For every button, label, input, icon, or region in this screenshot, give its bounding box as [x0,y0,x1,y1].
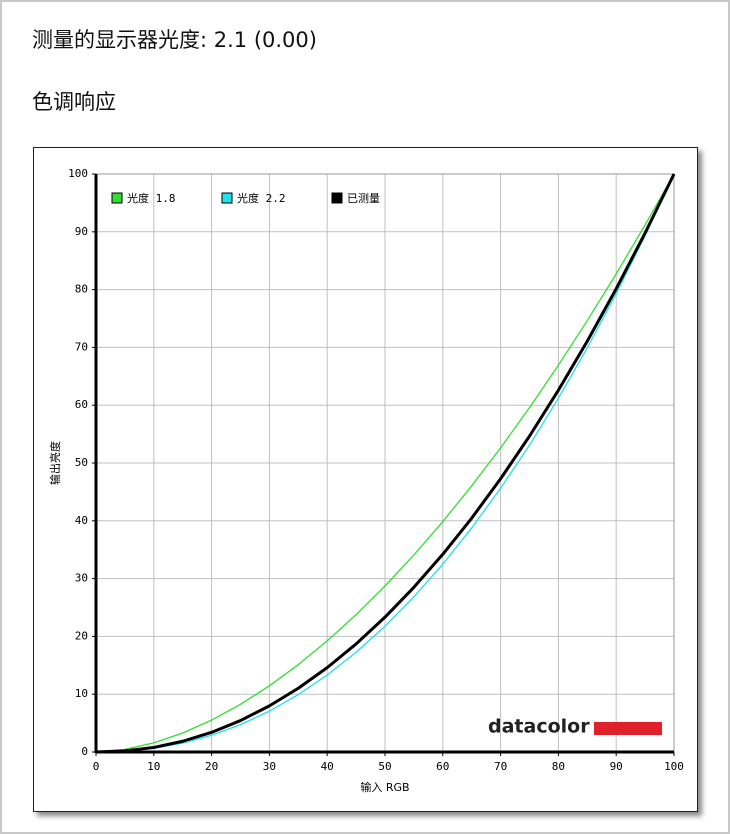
chart-panel: 0 10 20 30 40 50 60 70 80 90 100 0 10 20 30 40 50 60 70 80 9… [33,147,698,812]
legend-label: 已测量 [347,192,380,205]
logo: datacolor [488,716,590,738]
legend-swatch [331,192,343,204]
x-axis-label: 输入 RGB [360,780,409,794]
x-tick-label: 100 [664,760,684,773]
y-tick-label: 20 [75,629,88,642]
x-tick-label: 30 [263,760,276,773]
y-tick-label: 0 [81,745,88,758]
legend-swatch [111,192,123,204]
y-tick-label: 40 [75,514,88,527]
y-tick-label: 10 [75,687,88,700]
x-tick-label: 80 [552,760,565,773]
y-axis-label: 输出亮度 [48,441,62,485]
x-tick-label: 50 [378,760,391,773]
series-line [95,173,675,753]
series-line [95,173,675,753]
legend-label: 光度 2.2 [237,191,286,205]
x-tick-label: 0 [93,760,100,773]
chart: 0 10 20 30 40 50 60 70 80 90 100 0 10 20 30 40 50 60 70 80 9… [48,167,684,794]
series-line [95,173,676,754]
x-tick-label: 90 [610,760,623,773]
x-tick-label: 70 [494,760,507,773]
x-tick-label: 40 [321,760,334,773]
logo-bar [594,722,662,735]
x-tick-label: 20 [205,760,218,773]
y-tick-label: 30 [75,572,88,585]
section-heading: 色调响应 [32,90,116,114]
y-tick-label: 60 [75,398,88,411]
y-tick-label: 80 [75,283,88,296]
legend-swatch [221,192,233,204]
y-tick-label: 50 [75,456,88,469]
x-tick-label: 10 [147,760,160,773]
page-heading: 测量的显示器光度: 2.1 (0.00) [32,28,317,52]
y-tick-label: 100 [68,167,88,180]
legend-label: 光度 1.8 [127,191,176,205]
y-tick-label: 90 [75,225,88,238]
y-tick-label: 70 [75,340,88,353]
x-tick-label: 60 [436,760,449,773]
